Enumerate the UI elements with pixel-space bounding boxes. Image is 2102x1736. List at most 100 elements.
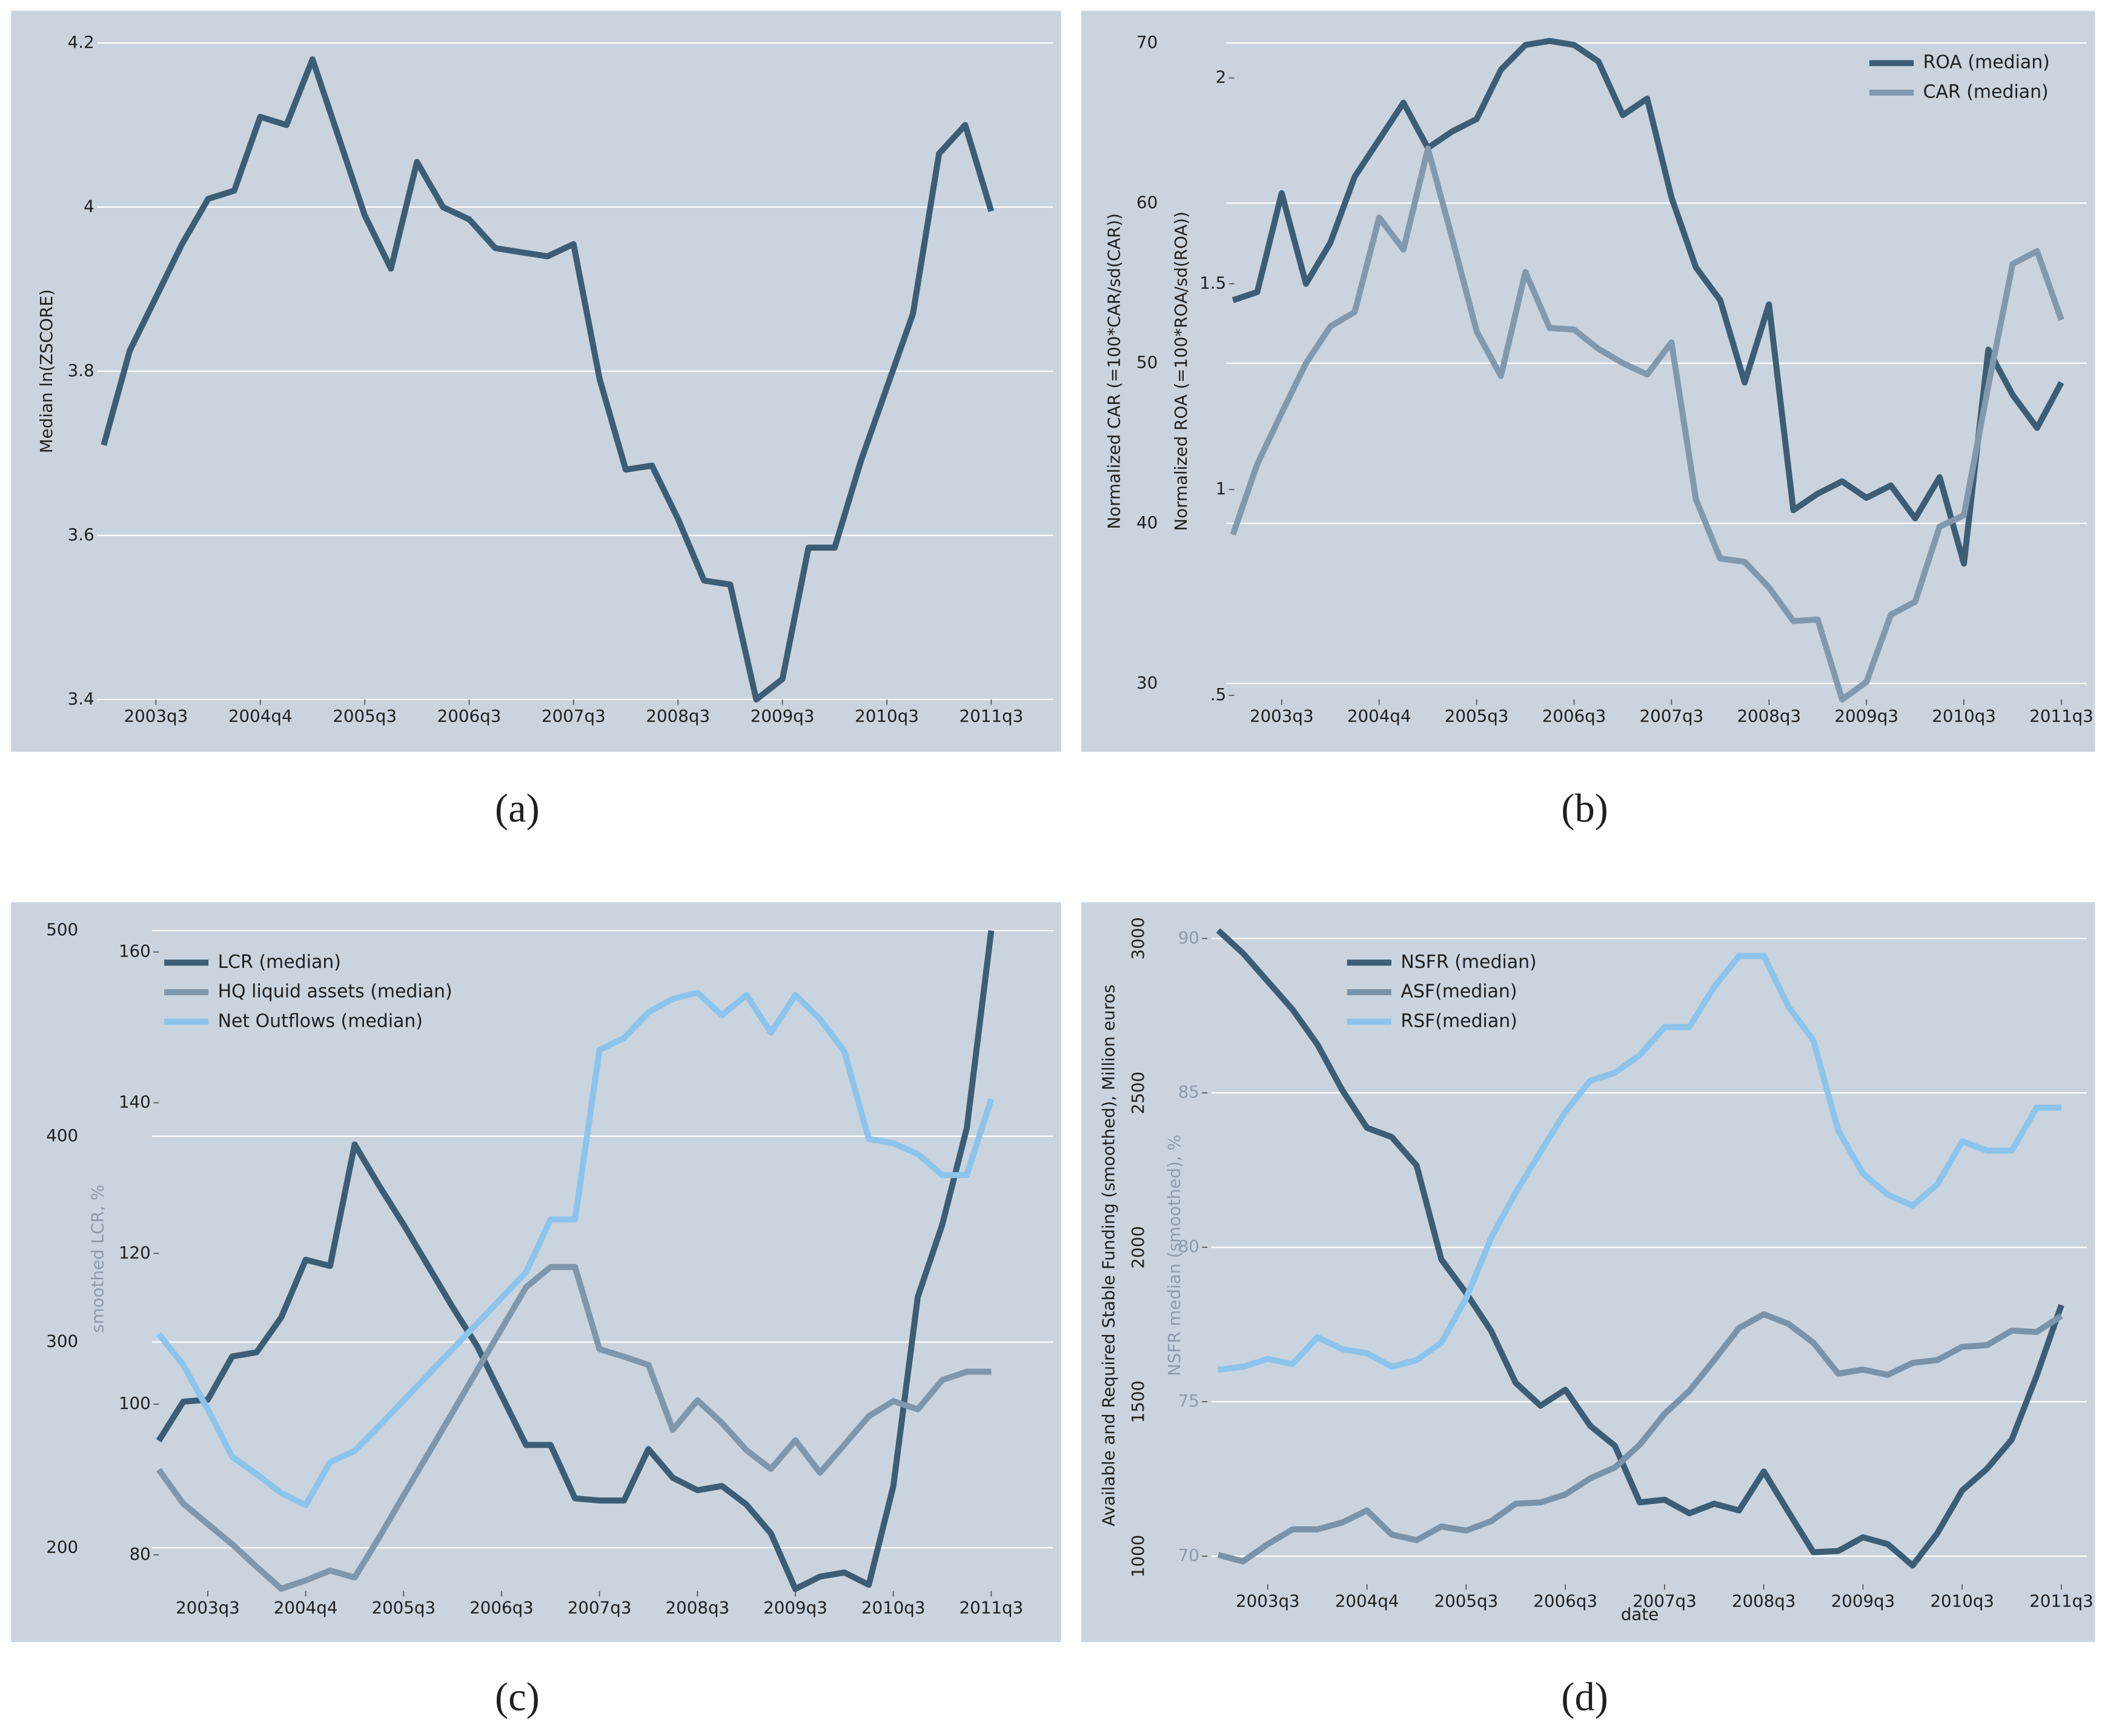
y2-tick-label: 90	[1178, 927, 1199, 947]
x-tick-label: 2008q3	[646, 706, 710, 726]
x-tick-label: 2003q3	[176, 1597, 240, 1617]
y2-axis-label: NSFR median (smoothed), %	[1164, 1135, 1184, 1376]
y2-tick-label: .5	[1210, 684, 1226, 704]
panel	[11, 10, 1061, 752]
series-line	[156, 1264, 992, 1592]
y2-tick-label: 1	[1216, 479, 1227, 499]
y-tick-label: 4	[84, 196, 94, 216]
x-axis-label: date	[1621, 1605, 1659, 1625]
y-tick-label: 30	[1136, 672, 1158, 692]
caption: (d)	[1561, 1675, 1608, 1720]
x-tick-label: 2007q3	[542, 706, 606, 726]
y-tick-label: 2500	[1128, 1072, 1148, 1114]
y-tick-label: 3.8	[68, 360, 94, 380]
y2-tick-label: 80	[1178, 1236, 1199, 1256]
x-tick-label: 2011q3	[2029, 706, 2094, 726]
x-tick-label: 2004q4	[1347, 706, 1411, 726]
x-tick-label: 2008q3	[666, 1597, 730, 1617]
x-tick-label: 2006q3	[437, 706, 502, 726]
y-tick-label: 60	[1136, 192, 1158, 212]
x-tick-label: 2007q3	[1633, 1591, 1697, 1611]
x-tick-label: 2009q3	[751, 706, 815, 726]
x-tick-label: 2010q3	[855, 706, 919, 726]
x-tick-label: 2003q3	[124, 706, 188, 726]
y-tick-label: 200	[46, 1537, 78, 1557]
series-line	[1218, 953, 2061, 1373]
x-tick-label: 2008q3	[1732, 1591, 1796, 1611]
y2-tick-label: 1.5	[1199, 273, 1226, 293]
x-tick-label: 2008q3	[1737, 706, 1801, 726]
x-tick-label: 2003q3	[1236, 1591, 1300, 1611]
series-line	[101, 56, 995, 703]
legend-label: HQ liquid assets (median)	[218, 981, 453, 1002]
x-tick-label: 2006q3	[1542, 706, 1606, 726]
y-tick-label: 300	[46, 1331, 78, 1351]
y2-tick-label: 80	[130, 1544, 151, 1564]
x-tick-label: 2003q3	[1250, 706, 1314, 726]
y2-tick-label: 160	[119, 941, 151, 961]
x-tick-label: 2009q3	[763, 1597, 827, 1617]
legend-label: Net Outflows (median)	[218, 1010, 423, 1032]
panel	[1081, 10, 2095, 752]
x-tick-label: 2006q3	[1533, 1591, 1597, 1611]
y-tick-label: 500	[46, 919, 78, 939]
series-line	[156, 930, 995, 1592]
x-tick-label: 2010q3	[1932, 706, 1996, 726]
legend-label: RSF(median)	[1401, 1010, 1517, 1032]
legend-label: ASF(median)	[1401, 981, 1517, 1002]
y-tick-label: 3.6	[68, 525, 94, 545]
x-tick-label: 2010q3	[1930, 1591, 1994, 1611]
x-tick-label: 2005q3	[333, 706, 397, 726]
series-line	[1232, 38, 2064, 567]
caption: (a)	[495, 786, 540, 830]
y-tick-label: 1500	[1128, 1380, 1148, 1423]
series-line	[156, 989, 995, 1508]
x-tick-label: 2011q3	[2029, 1591, 2094, 1611]
x-tick-label: 2010q3	[861, 1597, 926, 1617]
y-axis-label: smoothed LCR, %	[87, 1185, 107, 1333]
series-line	[1217, 1311, 2063, 1565]
x-tick-label: 2005q3	[371, 1597, 436, 1617]
y-tick-label: 3.4	[68, 689, 94, 709]
y-tick-label: 1000	[1128, 1535, 1148, 1577]
y-axis-label: Available and Required Stable Funding (s…	[1098, 984, 1118, 1526]
x-tick-label: 2004q4	[228, 706, 293, 726]
y2-tick-label: 2	[1216, 67, 1227, 87]
x-tick-label: 2006q3	[469, 1597, 534, 1617]
y2-axis-label: Normalized ROA (=100*ROA/sd(ROA))	[1171, 211, 1191, 531]
y-axis-label: Median ln(ZSCORE)	[36, 289, 56, 453]
legend-label: CAR (median)	[1923, 81, 2049, 102]
y2-tick-label: 75	[1178, 1391, 1199, 1411]
y-tick-label: 4.2	[68, 32, 94, 52]
y2-tick-label: 120	[119, 1242, 151, 1262]
x-tick-label: 2009q3	[1834, 706, 1898, 726]
panel	[1081, 902, 2095, 1642]
y2-tick-label: 100	[119, 1393, 151, 1413]
y-tick-label: 400	[46, 1125, 78, 1145]
y-tick-label: 70	[1136, 32, 1158, 52]
x-tick-label: 2004q4	[274, 1597, 338, 1617]
legend-label: NSFR (median)	[1401, 952, 1536, 973]
x-tick-label: 2005q3	[1445, 706, 1509, 726]
caption: (c)	[495, 1675, 540, 1720]
panel	[11, 902, 1061, 1642]
x-tick-label: 2011q3	[960, 706, 1024, 726]
x-tick-label: 2007q3	[1640, 706, 1704, 726]
x-tick-label: 2004q4	[1335, 1591, 1399, 1611]
series-line	[1230, 145, 2064, 703]
legend-label: LCR (median)	[218, 952, 341, 973]
x-tick-label: 2011q3	[960, 1597, 1024, 1617]
y2-tick-label: 140	[119, 1092, 151, 1112]
legend-label: ROA (median)	[1923, 52, 2050, 73]
y-tick-label: 50	[1136, 353, 1158, 373]
series-line	[1216, 928, 2064, 1569]
y-tick-label: 3000	[1128, 917, 1148, 959]
x-tick-label: 2007q3	[568, 1597, 632, 1617]
y-axis-label: Normalized CAR (=100*CAR/sd(CAR))	[1104, 213, 1124, 529]
y-tick-label: 40	[1136, 512, 1158, 532]
y2-tick-label: 70	[1178, 1545, 1199, 1565]
caption: (b)	[1561, 786, 1608, 830]
y2-tick-label: 85	[1178, 1082, 1199, 1102]
x-tick-label: 2009q3	[1831, 1591, 1895, 1611]
